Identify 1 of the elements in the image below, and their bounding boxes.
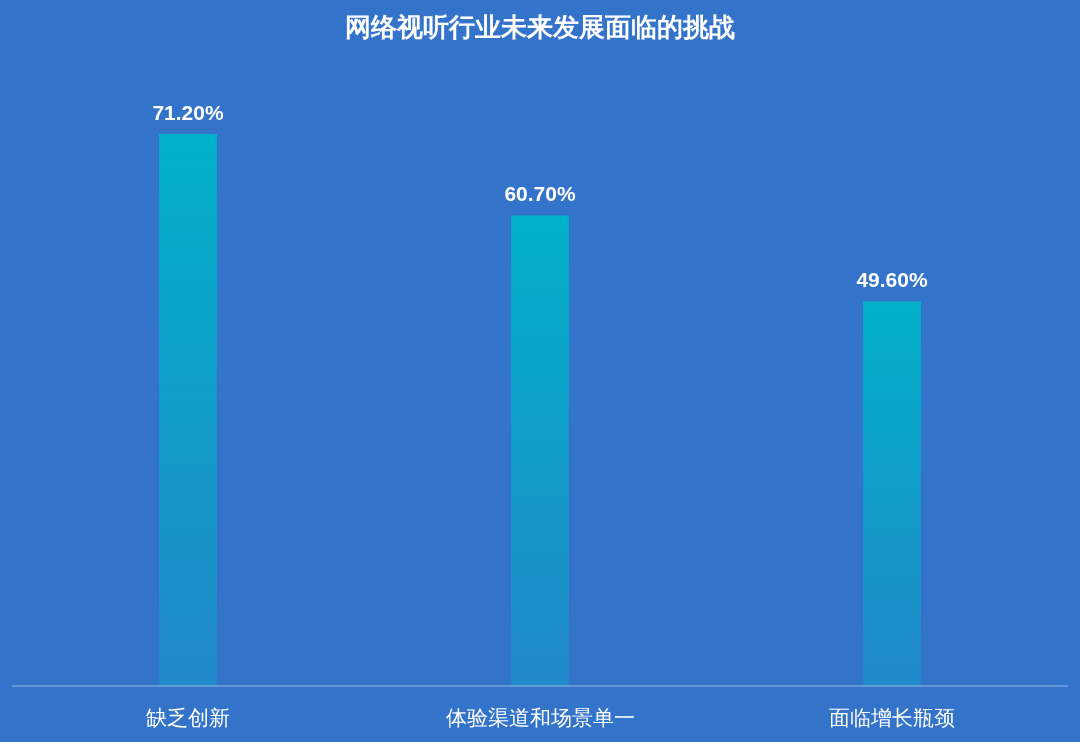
- title: 网络视听行业未来发展面临的挑战: [345, 12, 735, 42]
